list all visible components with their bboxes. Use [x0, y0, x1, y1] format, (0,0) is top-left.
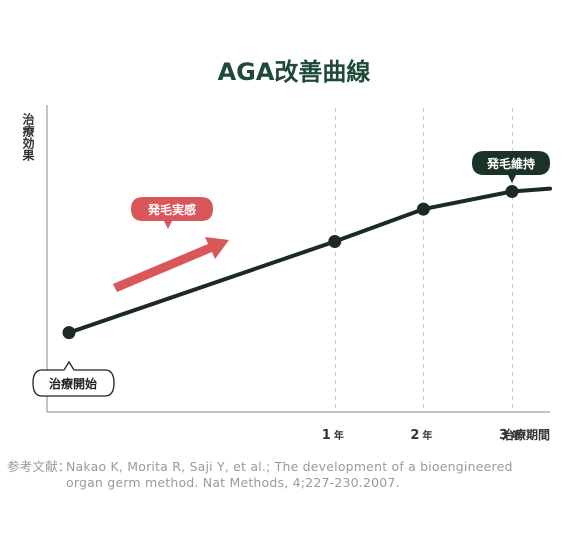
- reference-line-1: Nakao K, Morita R, Saji Y, et al.; The d…: [66, 459, 513, 474]
- annotation-maintain-text: 発毛維持: [486, 156, 535, 171]
- data-points: [62, 185, 519, 340]
- y-axis-label: 治療効果: [21, 112, 35, 162]
- reference-label: 参考文献：: [7, 459, 71, 474]
- reference-line-2: organ germ method. Nat Methods, 4;227-23…: [66, 475, 400, 490]
- reference: 参考文献： Nakao K, Morita R, Saji Y, et al.;…: [7, 459, 513, 490]
- annotation-feel: 発毛実感: [131, 197, 213, 229]
- annotation-start-text: 治療開始: [49, 376, 97, 391]
- data-point-2: [328, 235, 342, 248]
- annotation-maintain: 発毛維持: [472, 151, 550, 183]
- x-axis-label: 治療期間: [502, 427, 550, 442]
- data-point-1: [62, 326, 76, 340]
- data-point-4: [505, 185, 519, 198]
- chart-title: AGA改善曲線: [218, 58, 371, 86]
- trend-arrow: [113, 237, 229, 292]
- data-point-3: [416, 202, 430, 216]
- annotation-start: 治療開始: [32, 360, 115, 397]
- annotation-feel-text: 発毛実感: [147, 202, 196, 217]
